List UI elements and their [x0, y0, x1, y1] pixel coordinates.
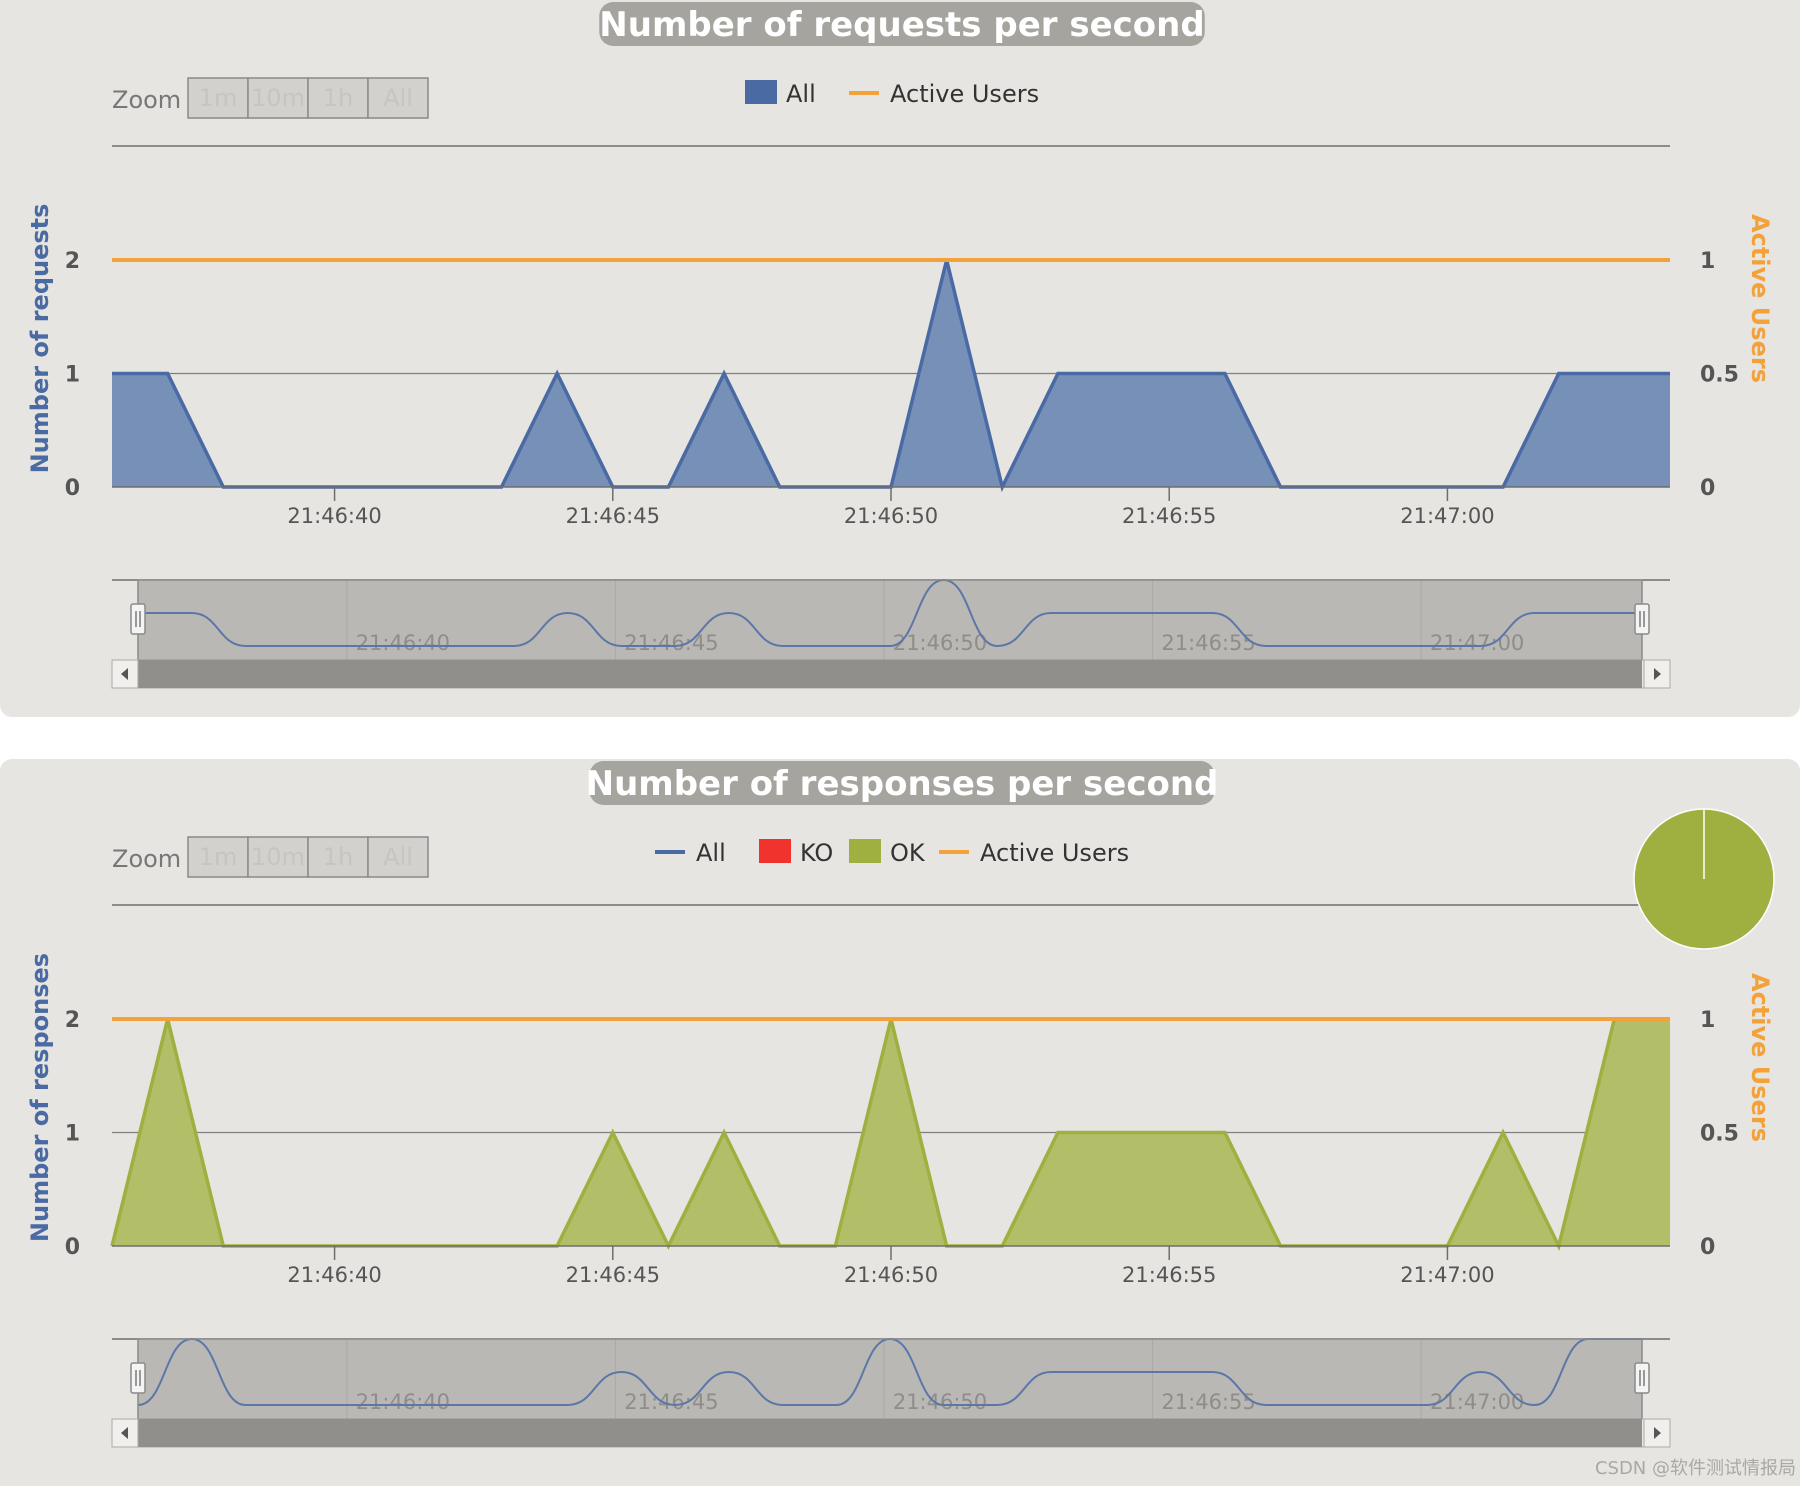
y-tick-right: 0.5 — [1700, 363, 1739, 388]
zoom-button-1h[interactable] — [307, 836, 369, 878]
navigator-right-handle[interactable] — [1634, 1362, 1650, 1394]
legend-marker-active-users[interactable] — [849, 91, 879, 95]
zoom-button-label-1h[interactable]: 1h — [323, 84, 353, 112]
zoom-button-label-1m[interactable]: 1m — [199, 84, 238, 112]
navigator-series-line — [137, 1337, 1642, 1407]
chart-title-pill — [599, 2, 1205, 46]
legend-label-ko[interactable]: KO — [800, 839, 833, 867]
legend-marker-all[interactable] — [655, 850, 685, 854]
responses-chart-panel: Number of responses per second Zoom 1m 10m 1… — [0, 759, 1800, 1486]
y-tick-right: 0 — [1700, 1235, 1715, 1260]
legend-label-all[interactable]: All — [786, 80, 816, 108]
zoom-button-label-All[interactable]: All — [383, 84, 413, 112]
x-tick-label: 21:47:00 — [1400, 504, 1494, 528]
x-tick-label: 21:46:50 — [844, 1263, 938, 1287]
zoom-button-label-All[interactable]: All — [383, 843, 413, 871]
chart-title: Number of responses per second — [586, 764, 1219, 804]
x-tick-label: 21:46:50 — [844, 504, 938, 528]
zoom-button-label-1h[interactable]: 1h — [323, 843, 353, 871]
chart-title-pill — [589, 761, 1215, 805]
y-tick-left: 1 — [65, 1122, 80, 1147]
legend-marker-ok[interactable] — [849, 839, 881, 863]
x-tick-label: 21:46:45 — [566, 1263, 660, 1287]
y-tick-right: 0.5 — [1700, 1122, 1739, 1147]
navigator-tick-label: 21:47:00 — [1430, 631, 1524, 655]
navigator-tick-label: 21:46:55 — [1161, 1390, 1255, 1414]
scroll-right-button[interactable] — [1643, 659, 1671, 689]
chevron-left-icon — [121, 1427, 128, 1439]
legend-label-active-users[interactable]: Active Users — [980, 839, 1129, 867]
y-tick-left: 0 — [65, 1235, 80, 1260]
scrollbar-thumb[interactable] — [138, 1419, 1642, 1447]
zoom-label: Zoom — [112, 86, 181, 114]
navigator-left-handle[interactable] — [130, 1362, 146, 1394]
legend-label-active-users[interactable]: Active Users — [890, 80, 1039, 108]
y-tick-left: 2 — [65, 1008, 80, 1033]
navigator-tick-label: 21:46:40 — [356, 631, 450, 655]
chevron-left-icon — [121, 668, 128, 680]
y-axis-label-right: Active Users — [1746, 214, 1774, 383]
scrollbar-thumb[interactable] — [138, 660, 1642, 688]
x-tick-label: 21:47:00 — [1400, 1263, 1494, 1287]
requests-chart: Number of requests per second Zoom 1m 10m 1h… — [26, 2, 1774, 689]
chart-title: Number of requests per second — [599, 5, 1204, 45]
legend-marker-all[interactable] — [745, 80, 777, 104]
legend-label-ok[interactable]: OK — [890, 839, 926, 867]
navigator-tick-label: 21:46:40 — [356, 1390, 450, 1414]
navigator-tick-label: 21:46:50 — [893, 1390, 987, 1414]
zoom-button-label-10m[interactable]: 10m — [251, 843, 305, 871]
navigator-tick-label: 21:47:00 — [1430, 1390, 1524, 1414]
y-axis-label-left: Number of requests — [26, 204, 54, 474]
legend-marker-active-users[interactable] — [939, 850, 969, 854]
chevron-right-icon — [1654, 1427, 1661, 1439]
zoom-button-All[interactable] — [367, 77, 429, 119]
legend-label-all[interactable]: All — [696, 839, 726, 867]
y-tick-right: 1 — [1700, 249, 1715, 274]
y-axis-label-right: Active Users — [1746, 973, 1774, 1142]
y-tick-right: 1 — [1700, 1008, 1715, 1033]
y-tick-left: 1 — [65, 363, 80, 388]
navigator-series-line — [138, 578, 1642, 648]
zoom-button-10m[interactable] — [247, 77, 309, 119]
chevron-right-icon — [1654, 668, 1661, 680]
zoom-button-label-10m[interactable]: 10m — [251, 84, 305, 112]
y-tick-right: 0 — [1700, 476, 1715, 501]
navigator-tick-label: 21:46:55 — [1161, 631, 1255, 655]
y-axis-label-left: Number of responses — [26, 953, 54, 1242]
navigator-tick-label: 21:46:50 — [893, 631, 987, 655]
navigator-tick-label: 21:46:45 — [624, 631, 718, 655]
watermark: CSDN @软件测试情报局 — [1594, 1458, 1796, 1479]
zoom-label: Zoom — [112, 845, 181, 873]
x-tick-label: 21:46:40 — [287, 504, 381, 528]
y-tick-left: 0 — [65, 476, 80, 501]
series-area-ok — [112, 1019, 1670, 1246]
y-tick-left: 2 — [65, 249, 80, 274]
zoom-button-1m[interactable] — [187, 836, 249, 878]
x-tick-label: 21:46:45 — [566, 504, 660, 528]
navigator-right-handle[interactable] — [1634, 603, 1650, 635]
responses-chart: Number of responses per second Zoom 1m 10m 1… — [26, 761, 1775, 1448]
navigator-left-handle[interactable] — [130, 603, 146, 635]
x-tick-label: 21:46:55 — [1122, 504, 1216, 528]
x-tick-label: 21:46:40 — [287, 1263, 381, 1287]
navigator-tick-label: 21:46:45 — [624, 1390, 718, 1414]
requests-chart-panel: Number of requests per second Zoom 1m 10m 1h… — [0, 0, 1800, 717]
x-tick-label: 21:46:55 — [1122, 1263, 1216, 1287]
legend-marker-ko[interactable] — [759, 839, 791, 863]
zoom-button-All[interactable] — [367, 836, 429, 878]
zoom-button-label-1m[interactable]: 1m — [199, 843, 238, 871]
